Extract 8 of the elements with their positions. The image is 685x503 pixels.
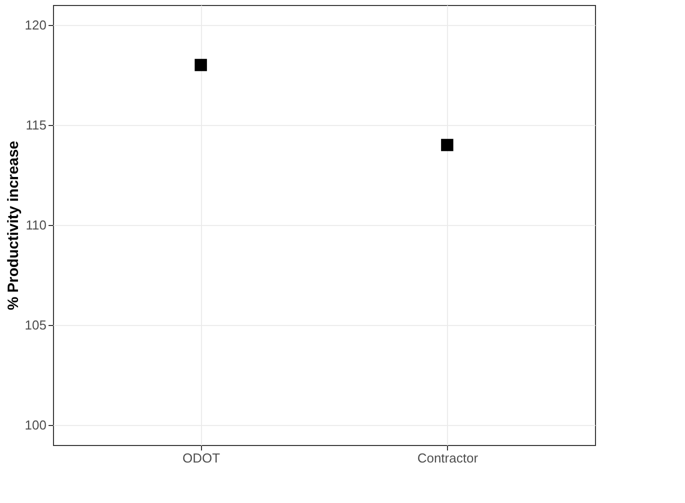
- y-tick-label: 100: [24, 418, 46, 432]
- y-tick-label: 110: [26, 218, 46, 232]
- y-tick-label: 120: [24, 18, 46, 32]
- y-tick-label: 115: [26, 118, 46, 132]
- x-tick-label: ODOT: [182, 450, 220, 466]
- y-tick-label: 105: [24, 318, 46, 332]
- y-axis-title: % Productivity increase: [4, 140, 22, 310]
- x-tick-label: Contractor: [417, 450, 479, 466]
